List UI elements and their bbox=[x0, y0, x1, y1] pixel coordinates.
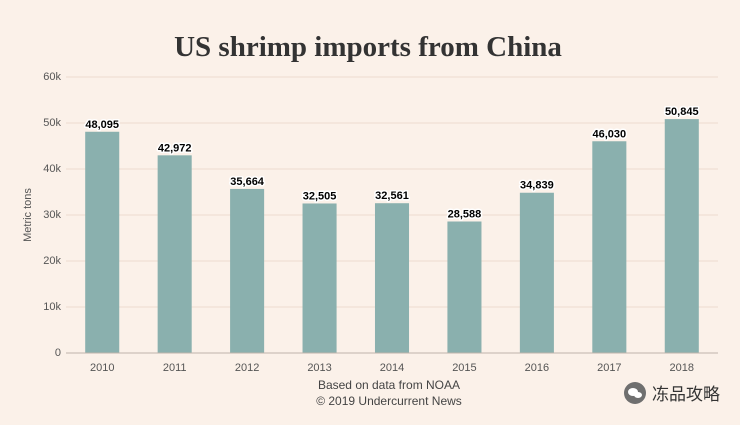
label-layer: 48,095 42,972 35,664 32,505 32,561 28,588 34,8… bbox=[84, 105, 700, 222]
data-label-2012: 35,664 bbox=[230, 176, 265, 188]
y-tick-label: 60k bbox=[43, 71, 61, 83]
data-label-2018: 50,845 bbox=[665, 106, 699, 118]
x-tick-label: 2012 bbox=[235, 362, 259, 374]
watermark-text: 冻品攻略 bbox=[652, 385, 720, 405]
source-note: Based on data from NOAA bbox=[318, 378, 460, 392]
bar-2016 bbox=[519, 192, 554, 353]
y-tick-label: 40k bbox=[43, 163, 61, 175]
y-tick-label: 0 bbox=[55, 347, 61, 359]
x-tick-label: 2010 bbox=[90, 362, 114, 374]
x-tick-label: 2016 bbox=[525, 362, 549, 374]
x-tick-label: 2017 bbox=[597, 362, 621, 374]
data-label-2013: 32,505 bbox=[303, 190, 337, 202]
axis-layer: 0 10k 20k 30k 40k 50k 60k 2010 2011 2012 2013 2014 2… bbox=[43, 71, 718, 374]
data-label-2015: 28,588 bbox=[448, 208, 482, 220]
x-tick-label: 2011 bbox=[163, 362, 187, 374]
copyright-note: © 2019 Undercurrent News bbox=[316, 394, 462, 408]
bar-2014 bbox=[374, 203, 410, 353]
y-tick-label: 50k bbox=[43, 117, 61, 129]
bar-2015 bbox=[447, 221, 482, 353]
bar-2010 bbox=[85, 131, 120, 353]
chart-title: US shrimp imports from China bbox=[174, 31, 562, 63]
x-tick-label: 2018 bbox=[670, 362, 694, 374]
data-label-2014: 32,561 bbox=[375, 190, 409, 202]
x-tick-label: 2015 bbox=[452, 362, 476, 374]
y-tick-label: 20k bbox=[43, 255, 61, 267]
bar-2017 bbox=[592, 141, 627, 353]
data-label-2011: 42,972 bbox=[158, 142, 192, 154]
data-label-2017: 46,030 bbox=[593, 128, 627, 140]
bar-2011 bbox=[157, 155, 192, 353]
x-tick-label: 2013 bbox=[307, 362, 331, 374]
data-label-2010: 48,095 bbox=[85, 119, 119, 131]
y-tick-label: 10k bbox=[43, 301, 61, 313]
wechat-icon bbox=[624, 381, 646, 404]
bar-layer bbox=[85, 119, 699, 353]
data-label-2016: 34,839 bbox=[520, 180, 554, 192]
y-tick-label: 30k bbox=[43, 209, 61, 221]
x-tick-label: 2014 bbox=[380, 362, 404, 374]
bar-2018 bbox=[664, 119, 699, 353]
bar-2012 bbox=[230, 188, 265, 353]
watermark: 冻品攻略 bbox=[624, 380, 720, 405]
y-axis-label: Metric tons bbox=[22, 188, 34, 242]
bar-2013 bbox=[302, 203, 337, 353]
